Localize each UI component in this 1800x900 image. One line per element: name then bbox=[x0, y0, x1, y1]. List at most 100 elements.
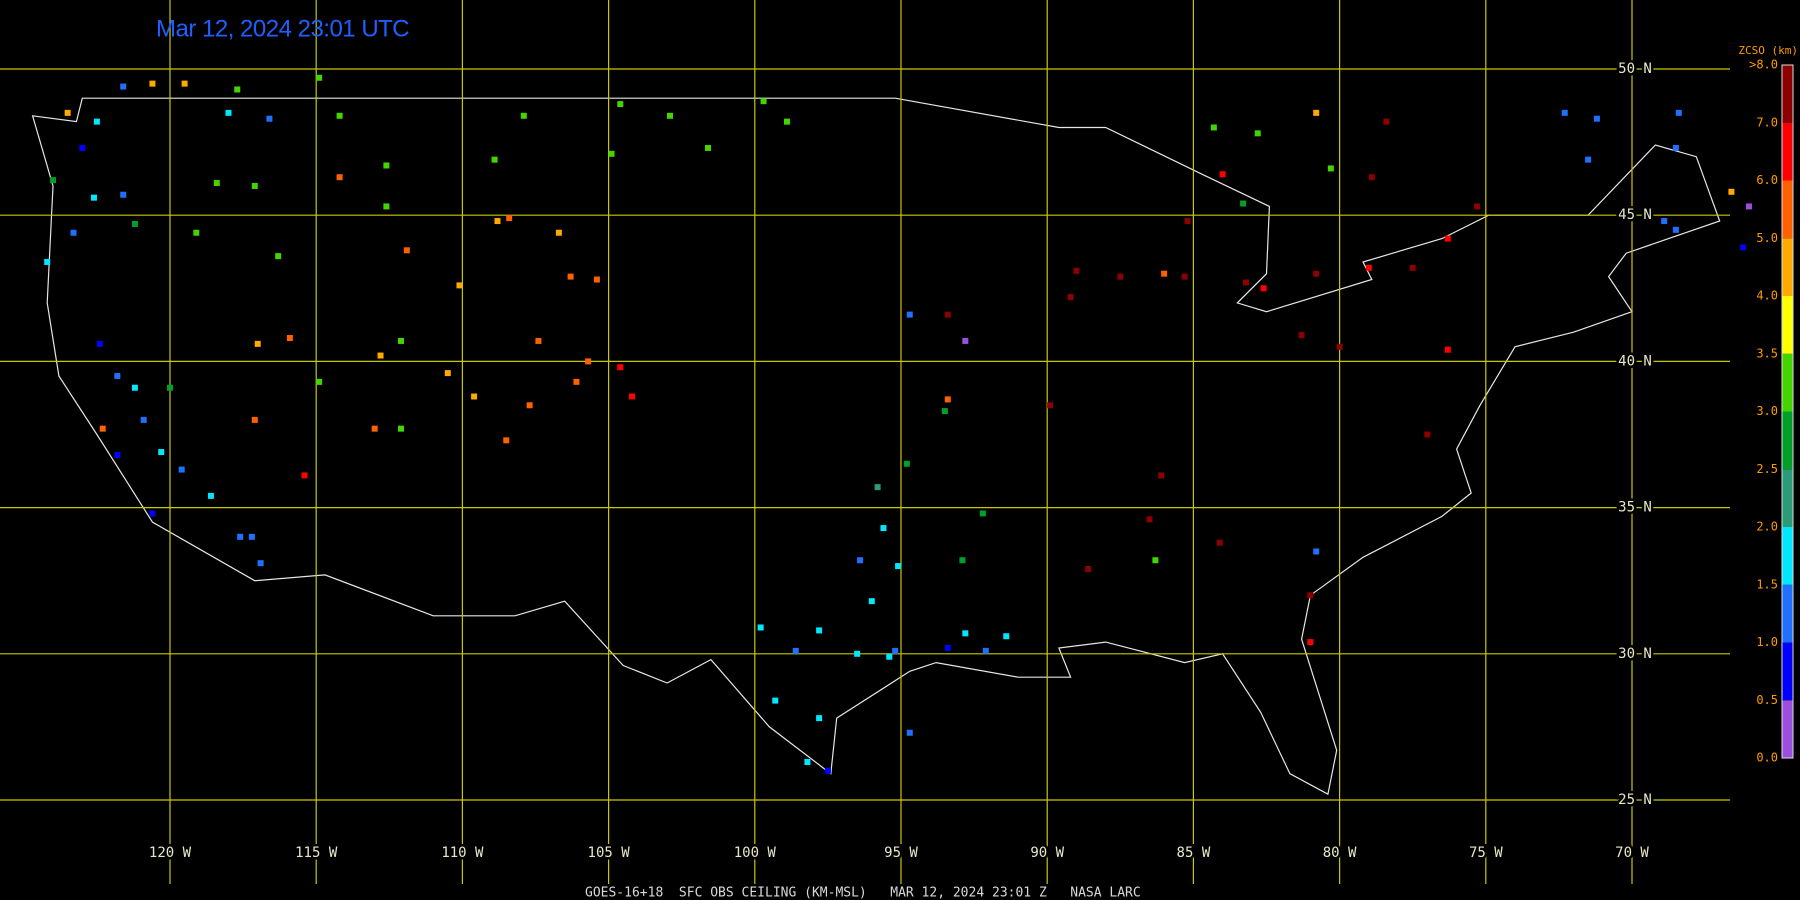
legend-swatch bbox=[1782, 65, 1793, 123]
legend: ZCSO (km) 0.0 0.5 1.0 1.5 2.0 2.5 3.0 3.5 4.0 5.0 6… bbox=[1738, 44, 1798, 765]
longitude-label: 90 W bbox=[1030, 845, 1064, 861]
observation bbox=[1067, 294, 1074, 301]
observation bbox=[1561, 109, 1568, 116]
longitude-label: 75 W bbox=[1469, 845, 1503, 861]
observation bbox=[1161, 270, 1168, 277]
latitude-label: 45 N bbox=[1618, 207, 1652, 223]
observation bbox=[944, 644, 951, 651]
legend-frame bbox=[1781, 64, 1794, 759]
legend-label: 2.5 bbox=[1756, 462, 1778, 476]
legend-swatch bbox=[1782, 353, 1793, 412]
observation bbox=[1158, 472, 1165, 479]
observation bbox=[444, 370, 451, 377]
observation bbox=[491, 156, 498, 163]
observation bbox=[96, 340, 103, 347]
latitude-label: 35 N bbox=[1618, 500, 1652, 516]
observation bbox=[705, 144, 712, 151]
observation bbox=[1313, 270, 1320, 277]
observation bbox=[1745, 203, 1752, 210]
observation bbox=[506, 215, 513, 222]
observation bbox=[868, 598, 875, 605]
observation bbox=[1298, 332, 1305, 339]
observation bbox=[1368, 174, 1375, 181]
observation bbox=[251, 416, 258, 423]
observation bbox=[120, 83, 127, 90]
observation bbox=[377, 352, 384, 359]
longitude-label: 115 W bbox=[295, 845, 338, 861]
observation bbox=[1672, 226, 1679, 233]
legend-label: 3.0 bbox=[1756, 404, 1778, 418]
observation bbox=[1260, 285, 1267, 292]
observation bbox=[181, 80, 188, 87]
longitude-label: 85 W bbox=[1177, 845, 1211, 861]
observation bbox=[494, 218, 501, 225]
observation bbox=[456, 282, 463, 289]
observation bbox=[1216, 539, 1223, 546]
observation bbox=[1409, 264, 1416, 271]
observation bbox=[1672, 144, 1679, 151]
legend-label: 6.0 bbox=[1756, 173, 1778, 187]
observation bbox=[257, 560, 264, 567]
observation bbox=[1240, 200, 1247, 207]
observation bbox=[1424, 431, 1431, 438]
longitude-label: 110 W bbox=[441, 845, 484, 861]
observation bbox=[371, 425, 378, 432]
observation bbox=[193, 229, 200, 236]
legend-swatch bbox=[1782, 296, 1793, 354]
observation bbox=[254, 340, 261, 347]
longitude-label: 95 W bbox=[884, 845, 918, 861]
legend-label: 7.0 bbox=[1756, 115, 1778, 129]
observation bbox=[1146, 516, 1153, 523]
observation bbox=[979, 510, 986, 517]
observation bbox=[383, 203, 390, 210]
legend-swatch bbox=[1782, 584, 1793, 643]
observation bbox=[1219, 171, 1226, 178]
longitude-label: 70 W bbox=[1615, 845, 1649, 861]
observation bbox=[535, 337, 542, 344]
observation bbox=[1210, 124, 1217, 131]
observation bbox=[1740, 244, 1747, 251]
observation bbox=[1365, 264, 1372, 271]
observation bbox=[248, 533, 255, 540]
observation bbox=[1073, 267, 1080, 274]
observation bbox=[1152, 557, 1159, 564]
observation bbox=[944, 396, 951, 403]
footer: GOES-16+18 SFC OBS CEILING (KM-MSL) MAR … bbox=[585, 886, 1141, 900]
observation bbox=[237, 533, 244, 540]
observation bbox=[1313, 548, 1320, 555]
legend-title: ZCSO (km) bbox=[1738, 44, 1798, 57]
legend-label: 3.5 bbox=[1756, 346, 1778, 360]
observation bbox=[1444, 235, 1451, 242]
latitude-label: 25 N bbox=[1618, 792, 1652, 808]
observation bbox=[251, 182, 258, 189]
observation bbox=[114, 451, 121, 458]
legend-label: 2.0 bbox=[1756, 520, 1778, 534]
legend-label: 0.5 bbox=[1756, 693, 1778, 707]
observation bbox=[944, 311, 951, 318]
observation bbox=[1336, 343, 1343, 350]
observation bbox=[941, 408, 948, 415]
observation bbox=[1184, 218, 1191, 225]
observation bbox=[628, 393, 635, 400]
observation bbox=[982, 647, 989, 654]
observation bbox=[585, 358, 592, 365]
observation bbox=[1661, 218, 1668, 225]
latitude-label: 40 N bbox=[1618, 353, 1652, 369]
observation bbox=[79, 144, 86, 151]
longitude-label: 80 W bbox=[1323, 845, 1357, 861]
legend-label: 0.0 bbox=[1756, 751, 1778, 765]
observation bbox=[1003, 633, 1010, 640]
coastline bbox=[31, 97, 1721, 796]
observation bbox=[880, 525, 887, 532]
legend-swatch bbox=[1782, 700, 1793, 758]
observation bbox=[1181, 273, 1188, 280]
observation bbox=[526, 402, 533, 409]
observation bbox=[64, 109, 71, 116]
observation bbox=[275, 253, 282, 260]
observation bbox=[70, 229, 77, 236]
observation bbox=[1307, 592, 1314, 599]
observation bbox=[874, 484, 881, 491]
observation bbox=[120, 191, 127, 198]
